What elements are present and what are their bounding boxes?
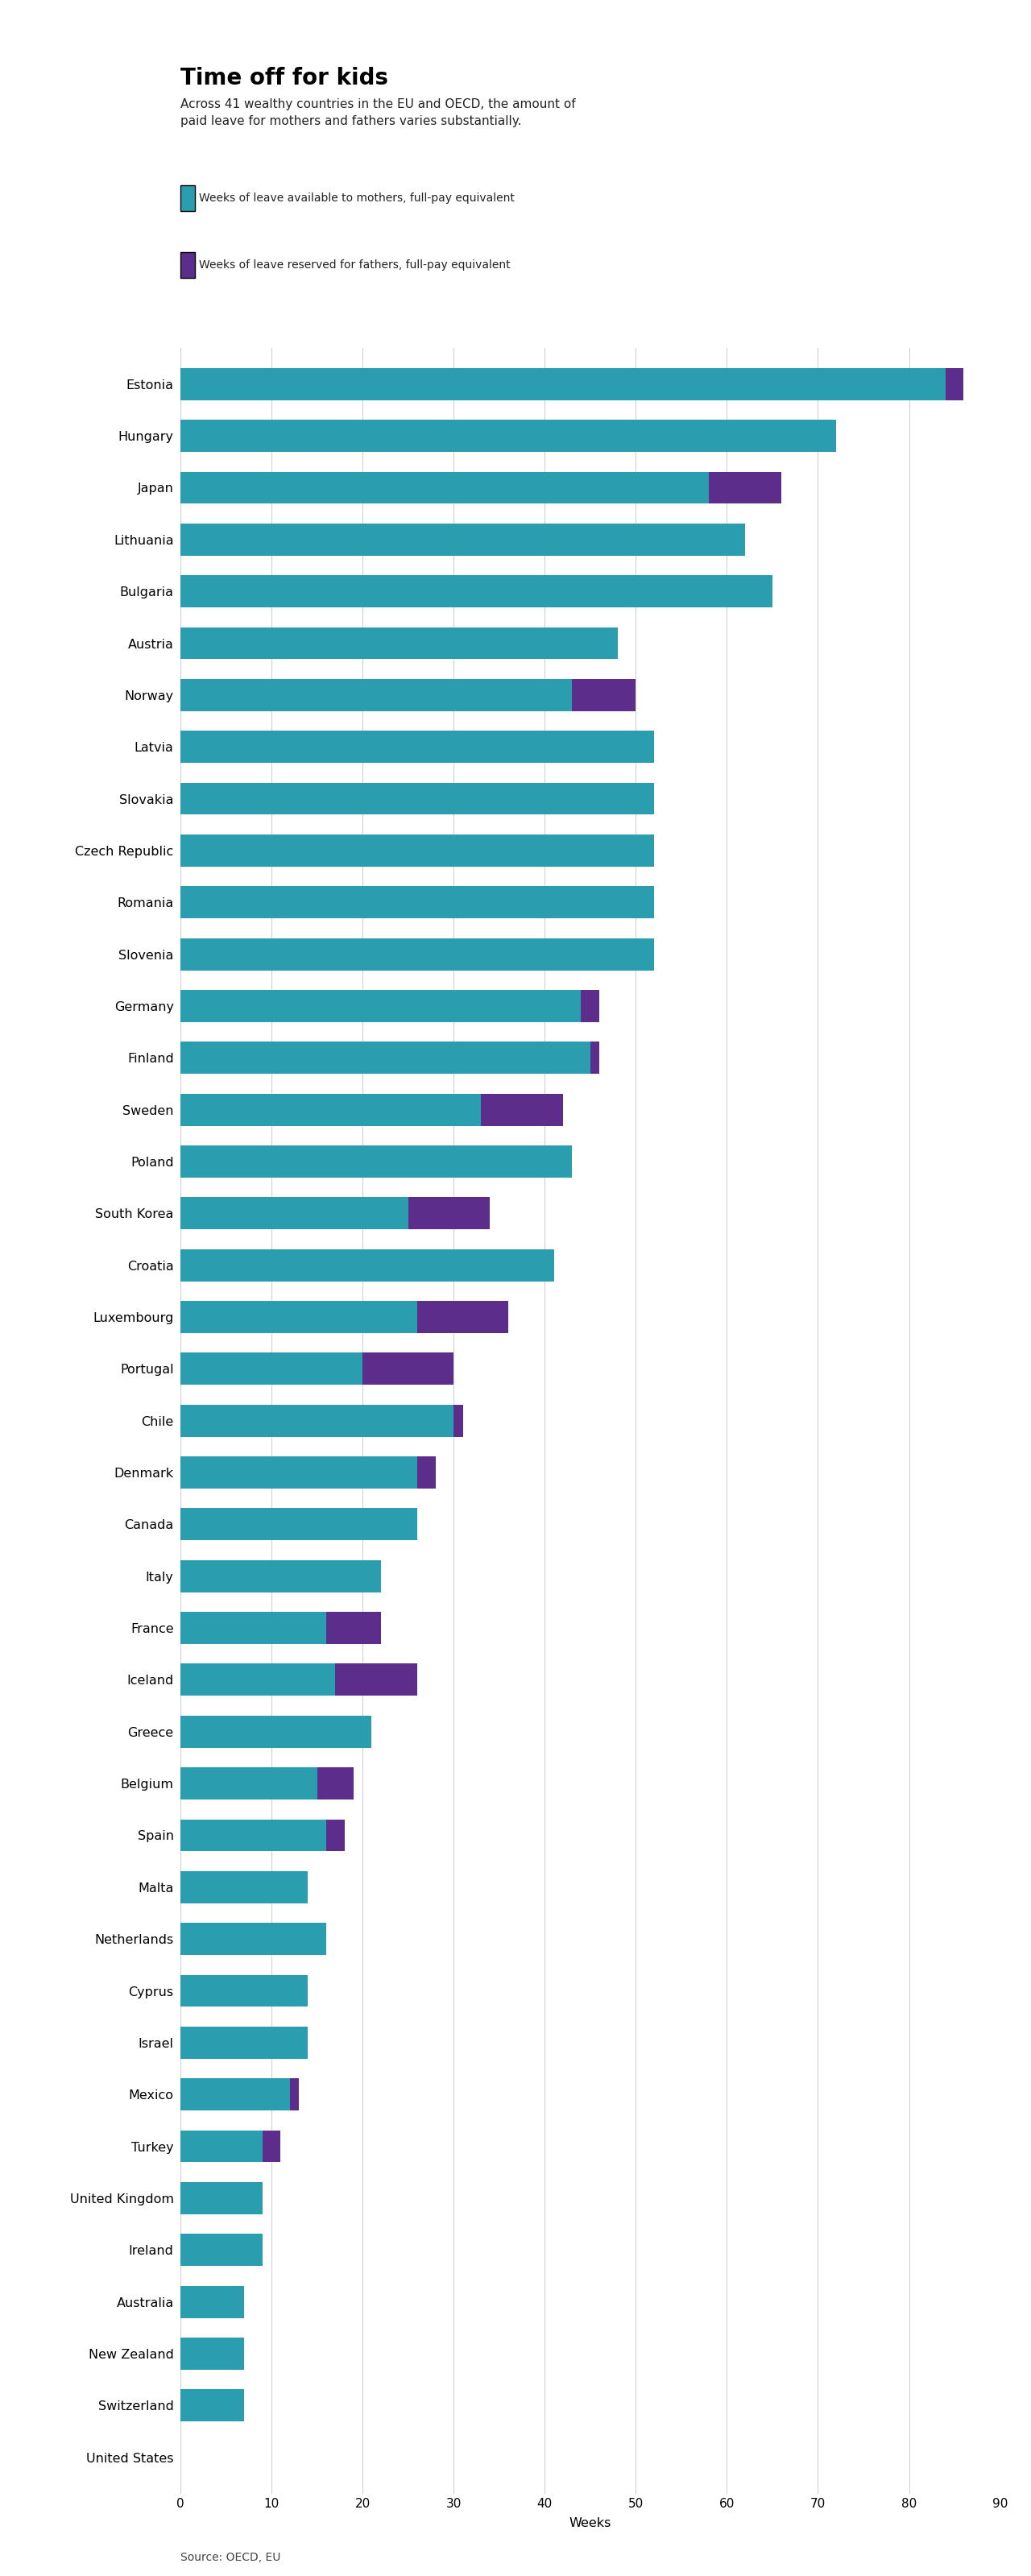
- Text: Across 41 wealthy countries in the EU and OECD, the amount of
paid leave for mot: Across 41 wealthy countries in the EU an…: [180, 98, 575, 126]
- Bar: [180, 989, 581, 1023]
- Bar: [180, 1301, 418, 1332]
- Bar: [180, 1870, 308, 1904]
- Bar: [180, 2182, 262, 2215]
- Bar: [180, 783, 654, 814]
- Bar: [418, 1301, 508, 1332]
- Bar: [180, 1819, 326, 1852]
- Bar: [581, 989, 599, 1023]
- Bar: [180, 1664, 335, 1695]
- Bar: [326, 1613, 380, 1643]
- Bar: [180, 420, 836, 451]
- Bar: [180, 1561, 380, 1592]
- Bar: [180, 1976, 308, 2007]
- Bar: [180, 1613, 326, 1643]
- Text: Weeks of leave available to mothers, full-pay equivalent: Weeks of leave available to mothers, ful…: [199, 193, 514, 204]
- Bar: [590, 1041, 599, 1074]
- Bar: [180, 471, 708, 505]
- Bar: [408, 1198, 490, 1229]
- Text: Source: OECD, EU: Source: OECD, EU: [180, 2553, 280, 2563]
- Bar: [180, 1510, 418, 1540]
- Bar: [180, 626, 618, 659]
- Bar: [180, 1352, 363, 1386]
- Bar: [180, 523, 745, 556]
- Bar: [180, 574, 772, 608]
- Bar: [180, 368, 945, 399]
- Bar: [180, 2391, 244, 2421]
- Bar: [180, 1404, 454, 1437]
- Bar: [318, 1767, 354, 1801]
- Bar: [180, 1146, 572, 1177]
- Bar: [180, 1922, 326, 1955]
- Bar: [180, 835, 654, 866]
- Bar: [480, 1095, 563, 1126]
- Bar: [708, 471, 781, 505]
- Bar: [290, 2079, 299, 2110]
- Bar: [180, 2079, 290, 2110]
- Bar: [335, 1664, 418, 1695]
- Bar: [180, 1767, 318, 1801]
- Bar: [180, 2285, 244, 2318]
- Bar: [180, 2130, 262, 2161]
- Bar: [180, 1041, 590, 1074]
- Bar: [180, 938, 654, 971]
- Bar: [572, 680, 636, 711]
- Bar: [180, 732, 654, 762]
- Bar: [180, 1095, 480, 1126]
- X-axis label: Weeks: Weeks: [569, 2517, 611, 2530]
- Bar: [180, 1455, 418, 1489]
- Bar: [418, 1455, 435, 1489]
- Bar: [180, 886, 654, 920]
- Bar: [180, 1249, 554, 1280]
- Bar: [363, 1352, 454, 1386]
- Bar: [180, 680, 572, 711]
- Bar: [262, 2130, 280, 2161]
- Bar: [326, 1819, 344, 1852]
- Text: Weeks of leave reserved for fathers, full-pay equivalent: Weeks of leave reserved for fathers, ful…: [199, 260, 510, 270]
- Bar: [180, 1716, 372, 1747]
- Text: Time off for kids: Time off for kids: [180, 67, 389, 90]
- Bar: [945, 368, 964, 399]
- Bar: [180, 1198, 408, 1229]
- Bar: [180, 2027, 308, 2058]
- Bar: [454, 1404, 463, 1437]
- Bar: [180, 2233, 262, 2267]
- Bar: [180, 2336, 244, 2370]
